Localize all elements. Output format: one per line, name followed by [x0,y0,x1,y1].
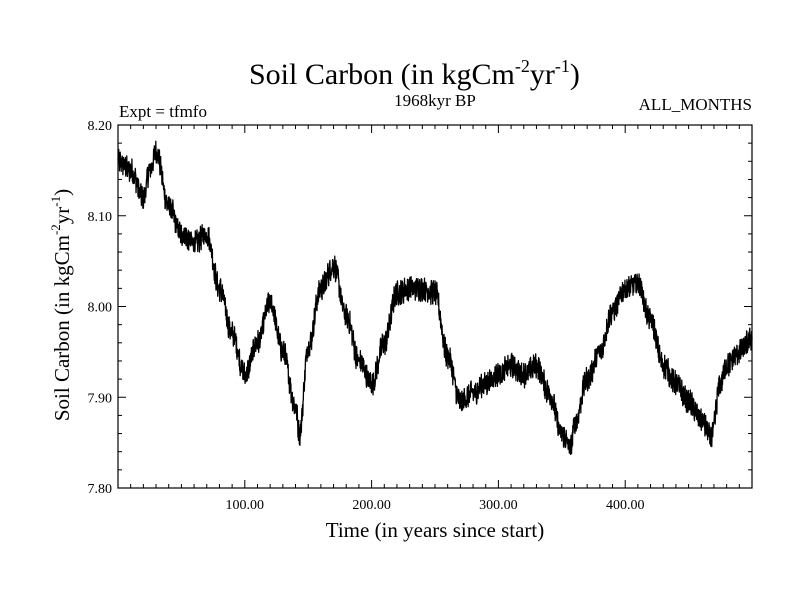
y-tick-label: 8.00 [88,301,113,316]
x-tick-label: 200.00 [352,498,391,513]
months-label: ALL_MONTHS [639,95,752,114]
y-axis-tick-labels: 7.80 7.90 8.00 8.10 8.20 [88,119,113,497]
y-axis-title: Soil Carbon (in kgCm-2yr-1) [48,189,74,421]
x-axis-ticks [130,125,740,488]
chart-title: Soil Carbon (in kgCm-2yr-1) [249,56,580,91]
soil-carbon-series-line [117,140,753,456]
y-tick-label: 8.20 [88,119,113,134]
x-tick-label: 300.00 [479,498,518,513]
x-tick-label: 100.00 [226,498,265,513]
x-axis-tick-labels: 100.00 200.00 300.00 400.00 [226,498,645,513]
x-tick-label: 400.00 [606,498,645,513]
y-tick-label: 7.80 [88,482,113,497]
y-tick-label: 7.90 [88,391,113,406]
y-axis-ticks [118,142,752,471]
period-label: 1968kyr BP [394,91,476,110]
y-tick-label: 8.10 [88,210,113,225]
series-group [117,140,753,456]
x-axis-title: Time (in years since start) [326,518,545,542]
experiment-label: Expt = tfmfo [119,102,207,121]
plot-frame [117,124,753,489]
